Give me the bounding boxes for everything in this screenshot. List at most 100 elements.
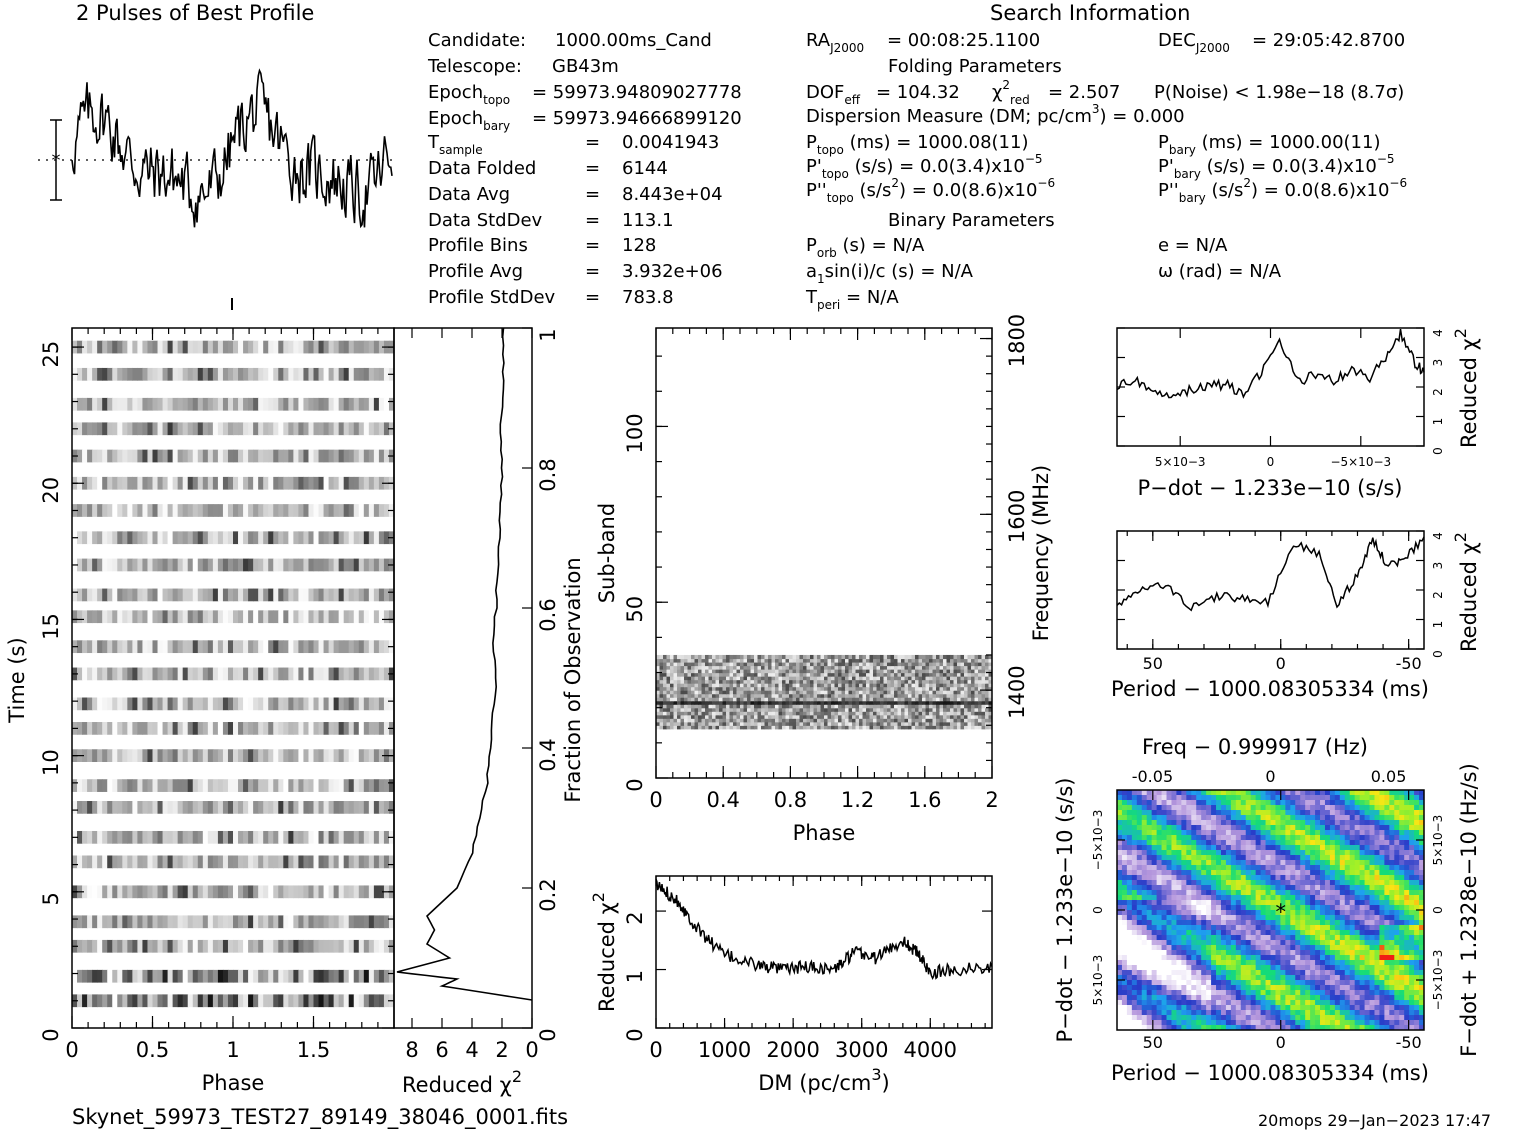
ppdot-cell [1295, 825, 1301, 831]
time-phase-cell [222, 476, 229, 490]
subband-cell [778, 697, 783, 702]
ppdot-cell [1320, 810, 1326, 816]
subband-cell [750, 707, 755, 712]
time-phase-cell [172, 449, 179, 463]
time-phase-cell [378, 830, 385, 844]
subband-cell [736, 661, 741, 667]
time-phase-cell [112, 397, 118, 411]
time-phase-cell [142, 915, 149, 929]
time-phase-cell [227, 779, 234, 792]
subband-cell [848, 714, 853, 719]
subband-cell [708, 700, 713, 705]
subband-cell [897, 654, 902, 660]
subband-cell [852, 697, 857, 702]
subband-cell [848, 672, 853, 677]
time-phase-cell [243, 915, 249, 929]
subband-cell [782, 711, 787, 716]
ppdot-cell [1117, 795, 1123, 801]
time-phase-cell [187, 367, 194, 381]
subband-cell [750, 672, 755, 677]
subband-cell [946, 693, 951, 698]
subband-cell [726, 679, 731, 684]
subband-cell [953, 686, 958, 691]
subband-cell [687, 718, 692, 723]
subband-cell [918, 725, 923, 730]
subband-cell [978, 669, 983, 674]
time-phase-cell [353, 779, 360, 792]
ppdot-cell [1235, 855, 1242, 861]
time-phase-cell [217, 449, 224, 463]
time-phase-cell [202, 801, 209, 814]
time-phase-cell [333, 422, 340, 436]
subband-cell [946, 697, 951, 702]
ppdot-cell [1389, 795, 1395, 801]
ppdot-cell [1146, 820, 1153, 826]
ppdot-cell [1250, 800, 1257, 806]
ppdot-cell [1117, 855, 1123, 861]
subband-cell [817, 676, 822, 681]
subband-cell [929, 686, 934, 691]
time-phase-cell [383, 939, 390, 953]
time-phase-cell [87, 397, 93, 411]
time-phase-cell [147, 667, 154, 681]
ppdot-cell [1359, 840, 1366, 846]
subband-cell [701, 665, 706, 670]
subband-cell [722, 686, 727, 691]
time-phase-cell [182, 449, 189, 463]
ppdot-cell [1265, 810, 1272, 816]
subband-cell [729, 704, 734, 709]
time-phase-cell [107, 830, 113, 844]
subband-cell [967, 718, 972, 723]
subband-cell [722, 672, 727, 677]
time-phase-cell [177, 476, 184, 490]
ppdot-cell [1305, 795, 1311, 801]
subband-cell [960, 714, 965, 719]
time-phase-cell [227, 340, 234, 354]
subband-cell [666, 669, 671, 674]
subband-cell [939, 690, 944, 695]
subband-cell [880, 714, 885, 719]
subband-cell [964, 661, 969, 667]
time-phase-cell [368, 531, 375, 545]
ppdot-cell [1324, 815, 1331, 821]
time-phase-cell [363, 449, 370, 463]
ppdot-cell [1275, 810, 1282, 816]
time-phase-cell [238, 422, 244, 436]
subband-cell [911, 700, 916, 705]
subband-cell [869, 707, 874, 712]
time-phase-cell [378, 610, 385, 624]
subband-cell [915, 711, 920, 716]
subband-cell [736, 725, 741, 730]
ppdot-cell [1419, 840, 1424, 846]
time-phase-cell [127, 397, 133, 411]
time-phase-cell [82, 994, 88, 1008]
time-phase-cell [243, 779, 249, 792]
time-phase-cell [167, 340, 174, 354]
ppdot-cell [1126, 820, 1133, 826]
time-phase-cell [137, 667, 144, 681]
subband-cell [715, 665, 720, 670]
time-phase-cell [122, 749, 128, 762]
subband-cell [712, 697, 717, 702]
subband-cell [750, 711, 755, 716]
subband-cell [729, 700, 734, 705]
subband-cell [841, 690, 846, 695]
subband-cell [715, 669, 720, 674]
time-phase-cell [122, 640, 128, 654]
subband-cell [785, 707, 790, 712]
subband-cell [747, 718, 752, 723]
time-phase-cell [82, 397, 88, 411]
subband-cell [985, 686, 990, 691]
ppdot-cell [1191, 795, 1197, 801]
subband-cell [743, 679, 748, 684]
subband-cell [803, 686, 808, 691]
subband-cell [943, 665, 948, 670]
time-phase-cell [92, 449, 98, 463]
ppdot-cell [1285, 795, 1291, 801]
time-phase-cell [343, 558, 350, 572]
subband-cell [666, 679, 671, 684]
subband-cell [806, 669, 811, 674]
subband-cell [740, 721, 745, 726]
subband-cell [950, 693, 955, 698]
subband-cell [656, 714, 661, 719]
